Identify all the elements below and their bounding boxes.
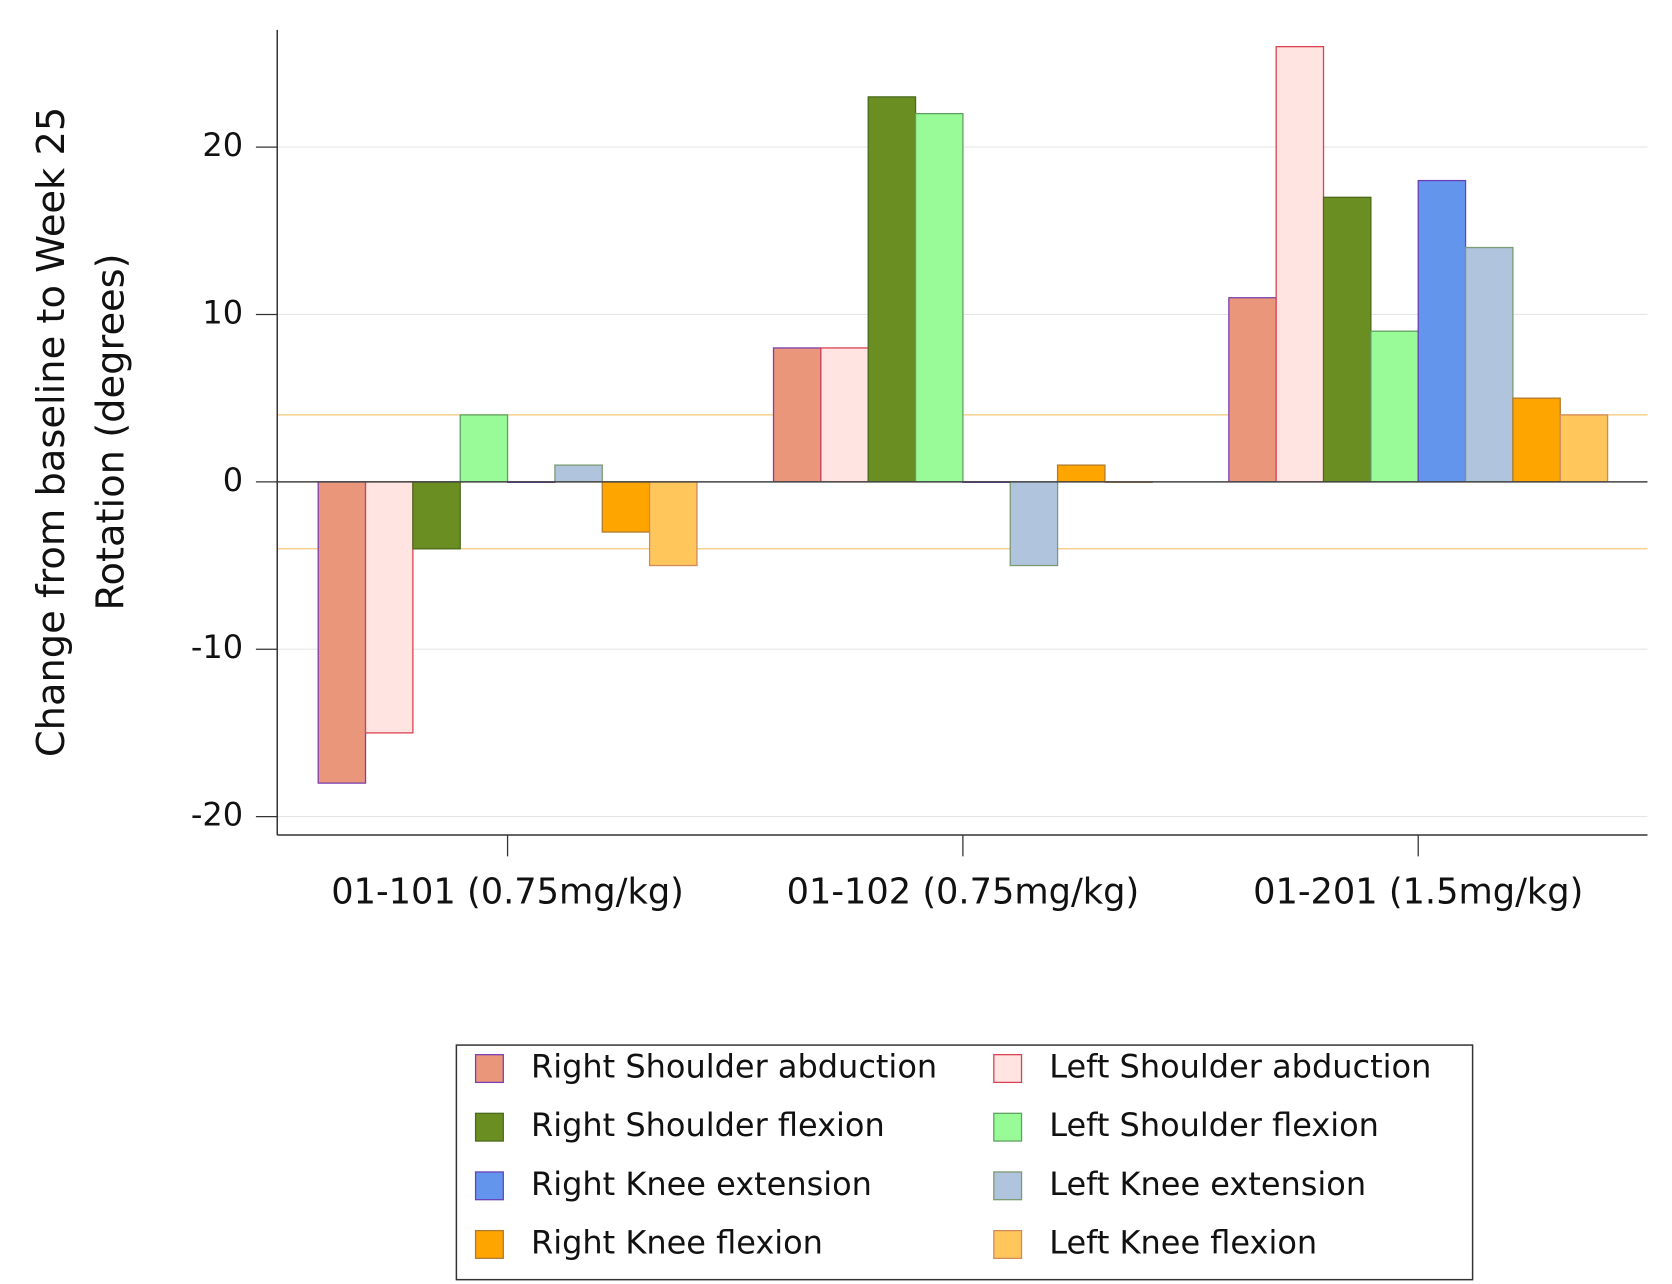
bar bbox=[601, 481, 651, 533]
legend-label: Right Shoulder flexion bbox=[531, 1106, 885, 1144]
bar bbox=[1275, 46, 1325, 483]
legend-label: Right Shoulder abduction bbox=[531, 1048, 937, 1086]
y-tick-label: -20 bbox=[191, 796, 243, 834]
legend-swatch bbox=[993, 1054, 1023, 1084]
legend-swatch bbox=[474, 1054, 504, 1084]
bar bbox=[914, 112, 964, 483]
bar bbox=[1417, 179, 1467, 483]
x-tick-label: 01-101 (0.75mg/kg) bbox=[331, 872, 684, 913]
bar bbox=[459, 414, 509, 483]
bar bbox=[1512, 397, 1561, 483]
legend-box bbox=[455, 1044, 1474, 1281]
y-tick-label: 0 bbox=[223, 461, 243, 499]
legend-label: Right Knee extension bbox=[531, 1165, 872, 1203]
y-axis-label: Change from baseline to Week 25 bbox=[29, 107, 74, 757]
bar bbox=[1559, 414, 1609, 483]
legend-label: Left Knee flexion bbox=[1049, 1223, 1317, 1261]
y-tick-label: 20 bbox=[202, 126, 243, 164]
bar bbox=[1322, 196, 1372, 483]
bar bbox=[820, 347, 869, 483]
legend-swatch bbox=[474, 1112, 504, 1142]
bar bbox=[317, 481, 367, 784]
legend-swatch bbox=[993, 1171, 1023, 1201]
legend-label: Left Shoulder flexion bbox=[1049, 1106, 1379, 1144]
bar bbox=[554, 464, 603, 483]
bar bbox=[1056, 464, 1106, 483]
bar bbox=[1009, 481, 1059, 567]
y-axis-label: Rotation (degrees) bbox=[89, 253, 134, 610]
bar bbox=[1228, 297, 1277, 483]
legend: Right Shoulder abduction Left Shoulder ab… bbox=[455, 1044, 1474, 1281]
legend-swatch bbox=[474, 1171, 504, 1201]
bar bbox=[1464, 246, 1514, 483]
y-tick-label: 10 bbox=[202, 293, 243, 331]
bar bbox=[364, 481, 414, 734]
bar bbox=[1370, 330, 1419, 483]
legend-swatch bbox=[474, 1229, 504, 1259]
legend-label: Left Shoulder abduction bbox=[1049, 1048, 1431, 1086]
legend-swatch bbox=[993, 1112, 1023, 1142]
legend-swatch bbox=[993, 1229, 1023, 1259]
y-tick-label: -10 bbox=[191, 628, 243, 666]
x-tick-label: 01-102 (0.75mg/kg) bbox=[787, 872, 1140, 913]
legend-label: Right Knee flexion bbox=[531, 1223, 823, 1261]
bar bbox=[648, 481, 698, 567]
bar bbox=[412, 481, 461, 550]
bar bbox=[867, 96, 917, 483]
x-tick-label: 01-201 (1.5mg/kg) bbox=[1253, 872, 1583, 913]
legend-label: Left Knee extension bbox=[1049, 1165, 1366, 1203]
bar bbox=[772, 347, 822, 483]
